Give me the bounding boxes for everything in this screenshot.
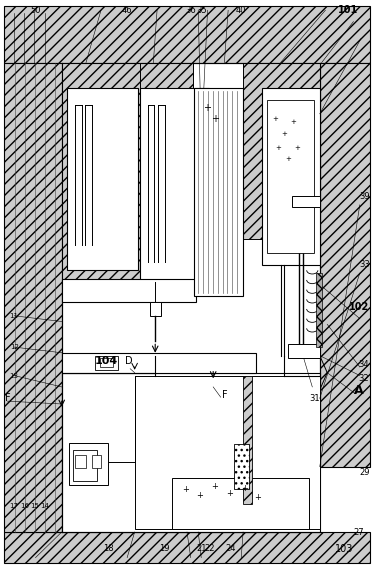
- Bar: [288, 344, 320, 358]
- Bar: [243, 63, 320, 239]
- Text: 36: 36: [186, 6, 196, 15]
- Text: +: +: [211, 114, 219, 125]
- Text: 18: 18: [103, 544, 114, 553]
- Bar: [150, 302, 161, 316]
- Text: 12: 12: [10, 344, 19, 350]
- Text: +: +: [272, 117, 278, 122]
- Bar: [320, 63, 370, 467]
- Bar: [4, 63, 62, 532]
- Text: +: +: [291, 119, 297, 125]
- Text: D: D: [125, 356, 133, 366]
- Text: +: +: [212, 482, 218, 491]
- Bar: [172, 478, 309, 529]
- Text: 40: 40: [236, 6, 246, 15]
- Bar: [92, 455, 101, 468]
- Text: 50: 50: [30, 6, 41, 15]
- Bar: [73, 450, 97, 481]
- Text: 39: 39: [359, 192, 370, 201]
- Text: 15: 15: [30, 504, 39, 509]
- Text: +: +: [227, 489, 233, 498]
- Text: +: +: [197, 490, 203, 500]
- Bar: [4, 532, 370, 563]
- Text: 14: 14: [40, 504, 49, 509]
- Bar: [4, 6, 370, 63]
- Bar: [316, 273, 322, 347]
- Bar: [75, 455, 86, 468]
- Text: 11: 11: [10, 313, 19, 319]
- Text: +: +: [276, 145, 282, 151]
- Bar: [67, 88, 138, 270]
- Bar: [95, 356, 118, 370]
- Text: 31: 31: [309, 394, 319, 403]
- Text: +: +: [294, 145, 300, 151]
- Bar: [140, 63, 193, 176]
- Text: 103: 103: [335, 543, 353, 554]
- Text: +: +: [285, 156, 291, 162]
- Text: 19: 19: [159, 544, 170, 553]
- Text: 29: 29: [359, 468, 370, 477]
- Text: 32: 32: [358, 374, 369, 383]
- Text: F: F: [221, 390, 227, 400]
- Text: 101: 101: [338, 5, 358, 15]
- Text: F: F: [4, 393, 10, 403]
- Bar: [234, 444, 249, 489]
- Text: +: +: [242, 484, 248, 493]
- Text: 33: 33: [359, 260, 370, 269]
- Text: 46: 46: [122, 6, 132, 15]
- Text: 24: 24: [226, 544, 236, 553]
- Text: +: +: [182, 485, 188, 494]
- Text: 22: 22: [204, 544, 215, 553]
- Text: 17: 17: [10, 504, 19, 509]
- Text: 16: 16: [20, 504, 29, 509]
- Bar: [267, 100, 314, 253]
- Text: 102: 102: [349, 302, 369, 312]
- Bar: [100, 358, 113, 367]
- Bar: [243, 376, 252, 504]
- Bar: [62, 63, 320, 532]
- Text: A: A: [354, 384, 364, 397]
- Bar: [69, 443, 108, 485]
- Bar: [292, 196, 320, 207]
- Bar: [62, 373, 320, 532]
- Text: 21: 21: [196, 544, 206, 553]
- Bar: [62, 279, 196, 302]
- Text: 27: 27: [354, 528, 364, 537]
- Text: 34: 34: [358, 360, 369, 369]
- Bar: [62, 63, 140, 284]
- Text: +: +: [281, 131, 287, 137]
- Bar: [140, 88, 209, 282]
- Text: +: +: [203, 103, 211, 113]
- Bar: [135, 376, 320, 529]
- Bar: [62, 353, 256, 373]
- Text: +: +: [255, 493, 261, 502]
- Bar: [194, 88, 243, 296]
- Bar: [262, 88, 320, 265]
- Text: 13: 13: [10, 373, 19, 378]
- Text: 35: 35: [196, 6, 206, 15]
- Text: 104: 104: [95, 356, 118, 366]
